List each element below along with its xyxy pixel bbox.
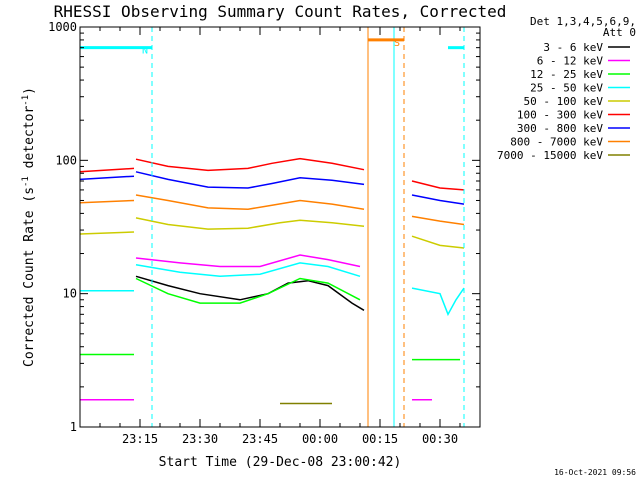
x-tick-label-2: 23:45 <box>242 432 278 446</box>
plot-area: NS <box>79 27 465 427</box>
series-line-6-0 <box>79 175 135 181</box>
legend-label-1: 6 - 12 keV <box>537 55 604 68</box>
series-line-6-1 <box>135 171 365 189</box>
x-tick-label-5: 00:30 <box>422 432 458 446</box>
series-line-4-0 <box>79 231 135 235</box>
y-tick-label-3: 1000 <box>48 20 77 34</box>
series-line-2-1 <box>135 277 361 304</box>
y-tick-label-1: 10 <box>63 287 77 301</box>
y-tick-label-2: 100 <box>55 153 77 167</box>
x-tick-label-1: 23:30 <box>182 432 218 446</box>
series-line-6-2 <box>411 194 465 205</box>
timestamp: 16-Oct-2021 09:56 <box>554 468 636 477</box>
x-tick-label-3: 00:00 <box>302 432 338 446</box>
series-line-3-1 <box>135 262 361 278</box>
legend-label-8: 7000 - 15000 keV <box>497 149 603 162</box>
legend-label-5: 100 - 300 keV <box>517 109 603 122</box>
y-axis-label: Corrected Count Rate (s-1 detector-1) <box>21 87 37 367</box>
legend-label-3: 25 - 50 keV <box>530 82 603 95</box>
legend-title-line: Att 0 <box>603 26 636 39</box>
series-line-4-1 <box>135 217 365 230</box>
chart-title: RHESSI Observing Summary Count Rates, Co… <box>54 2 507 21</box>
legend-label-0: 3 - 6 keV <box>543 41 603 54</box>
legend-title-line: Det 1,3,4,5,6,9, <box>530 15 636 28</box>
series-line-1-1 <box>135 254 361 268</box>
series-line-7-2 <box>411 215 465 226</box>
x-axis-label: Start Time (29-Dec-08 23:00:42) <box>159 455 402 470</box>
series-line-7-0 <box>79 199 135 204</box>
series-line-5-0 <box>79 167 135 173</box>
legend-label-4: 50 - 100 keV <box>524 95 604 108</box>
x-tick-label-0: 23:15 <box>122 432 158 446</box>
axes: 1 10 100 1000 23:15 23:30 23:45 00:00 00:15 00:30 <box>48 20 480 446</box>
y-tick-label-0: 1 <box>70 420 77 434</box>
legend-label-7: 800 - 7000 keV <box>510 136 603 149</box>
series-line-5-1 <box>135 157 365 172</box>
saa-bar-label: S <box>394 38 400 49</box>
series-line-3-2 <box>411 287 465 317</box>
series-line-7-1 <box>135 194 365 210</box>
plot-frame <box>79 26 481 428</box>
x-tick-label-4: 00:15 <box>362 432 398 446</box>
legend-label-2: 12 - 25 keV <box>530 68 603 81</box>
series-line-0-0 <box>135 275 365 311</box>
series-line-5-2 <box>411 180 465 191</box>
legend-label-6: 300 - 800 keV <box>517 122 603 135</box>
series-line-4-2 <box>411 235 465 249</box>
attenuator-bar-label: N <box>142 46 148 57</box>
